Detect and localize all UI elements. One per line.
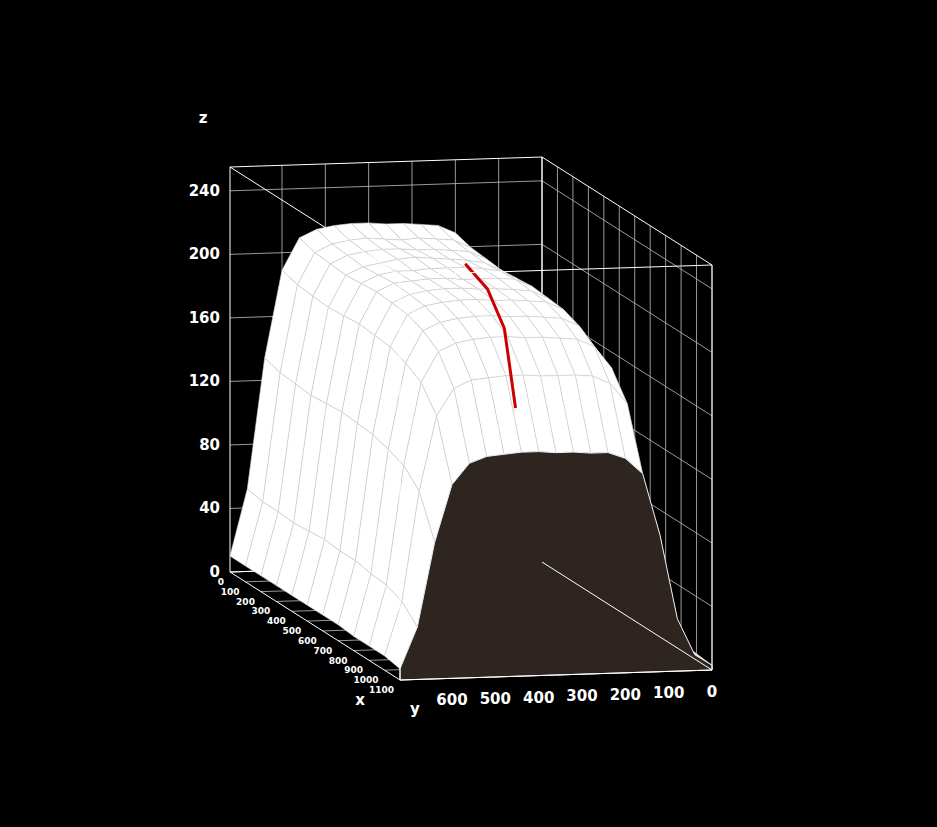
svg-text:0: 0: [707, 683, 717, 701]
svg-text:200: 200: [189, 245, 220, 263]
svg-text:240: 240: [189, 182, 220, 200]
svg-text:160: 160: [189, 309, 220, 327]
svg-text:1100: 1100: [369, 685, 394, 695]
svg-text:y: y: [410, 700, 420, 718]
svg-text:z: z: [199, 109, 208, 127]
svg-text:120: 120: [189, 372, 220, 390]
svg-text:400: 400: [523, 689, 554, 707]
svg-text:40: 40: [199, 499, 220, 517]
svg-text:500: 500: [282, 626, 301, 636]
svg-text:100: 100: [653, 684, 684, 702]
svg-text:x: x: [355, 691, 365, 709]
svg-text:900: 900: [344, 665, 363, 675]
svg-text:100: 100: [221, 587, 240, 597]
svg-text:300: 300: [252, 606, 271, 616]
svg-text:300: 300: [566, 687, 597, 705]
svg-text:400: 400: [267, 616, 286, 626]
svg-text:700: 700: [313, 646, 332, 656]
svg-text:80: 80: [199, 436, 220, 454]
svg-text:200: 200: [236, 597, 255, 607]
svg-text:600: 600: [436, 691, 467, 709]
svg-text:800: 800: [329, 656, 348, 666]
svg-text:600: 600: [298, 636, 317, 646]
svg-text:0: 0: [218, 577, 224, 587]
svg-text:200: 200: [610, 686, 641, 704]
svg-text:500: 500: [480, 690, 511, 708]
svg-text:0: 0: [209, 563, 220, 581]
svg-text:1000: 1000: [353, 675, 378, 685]
